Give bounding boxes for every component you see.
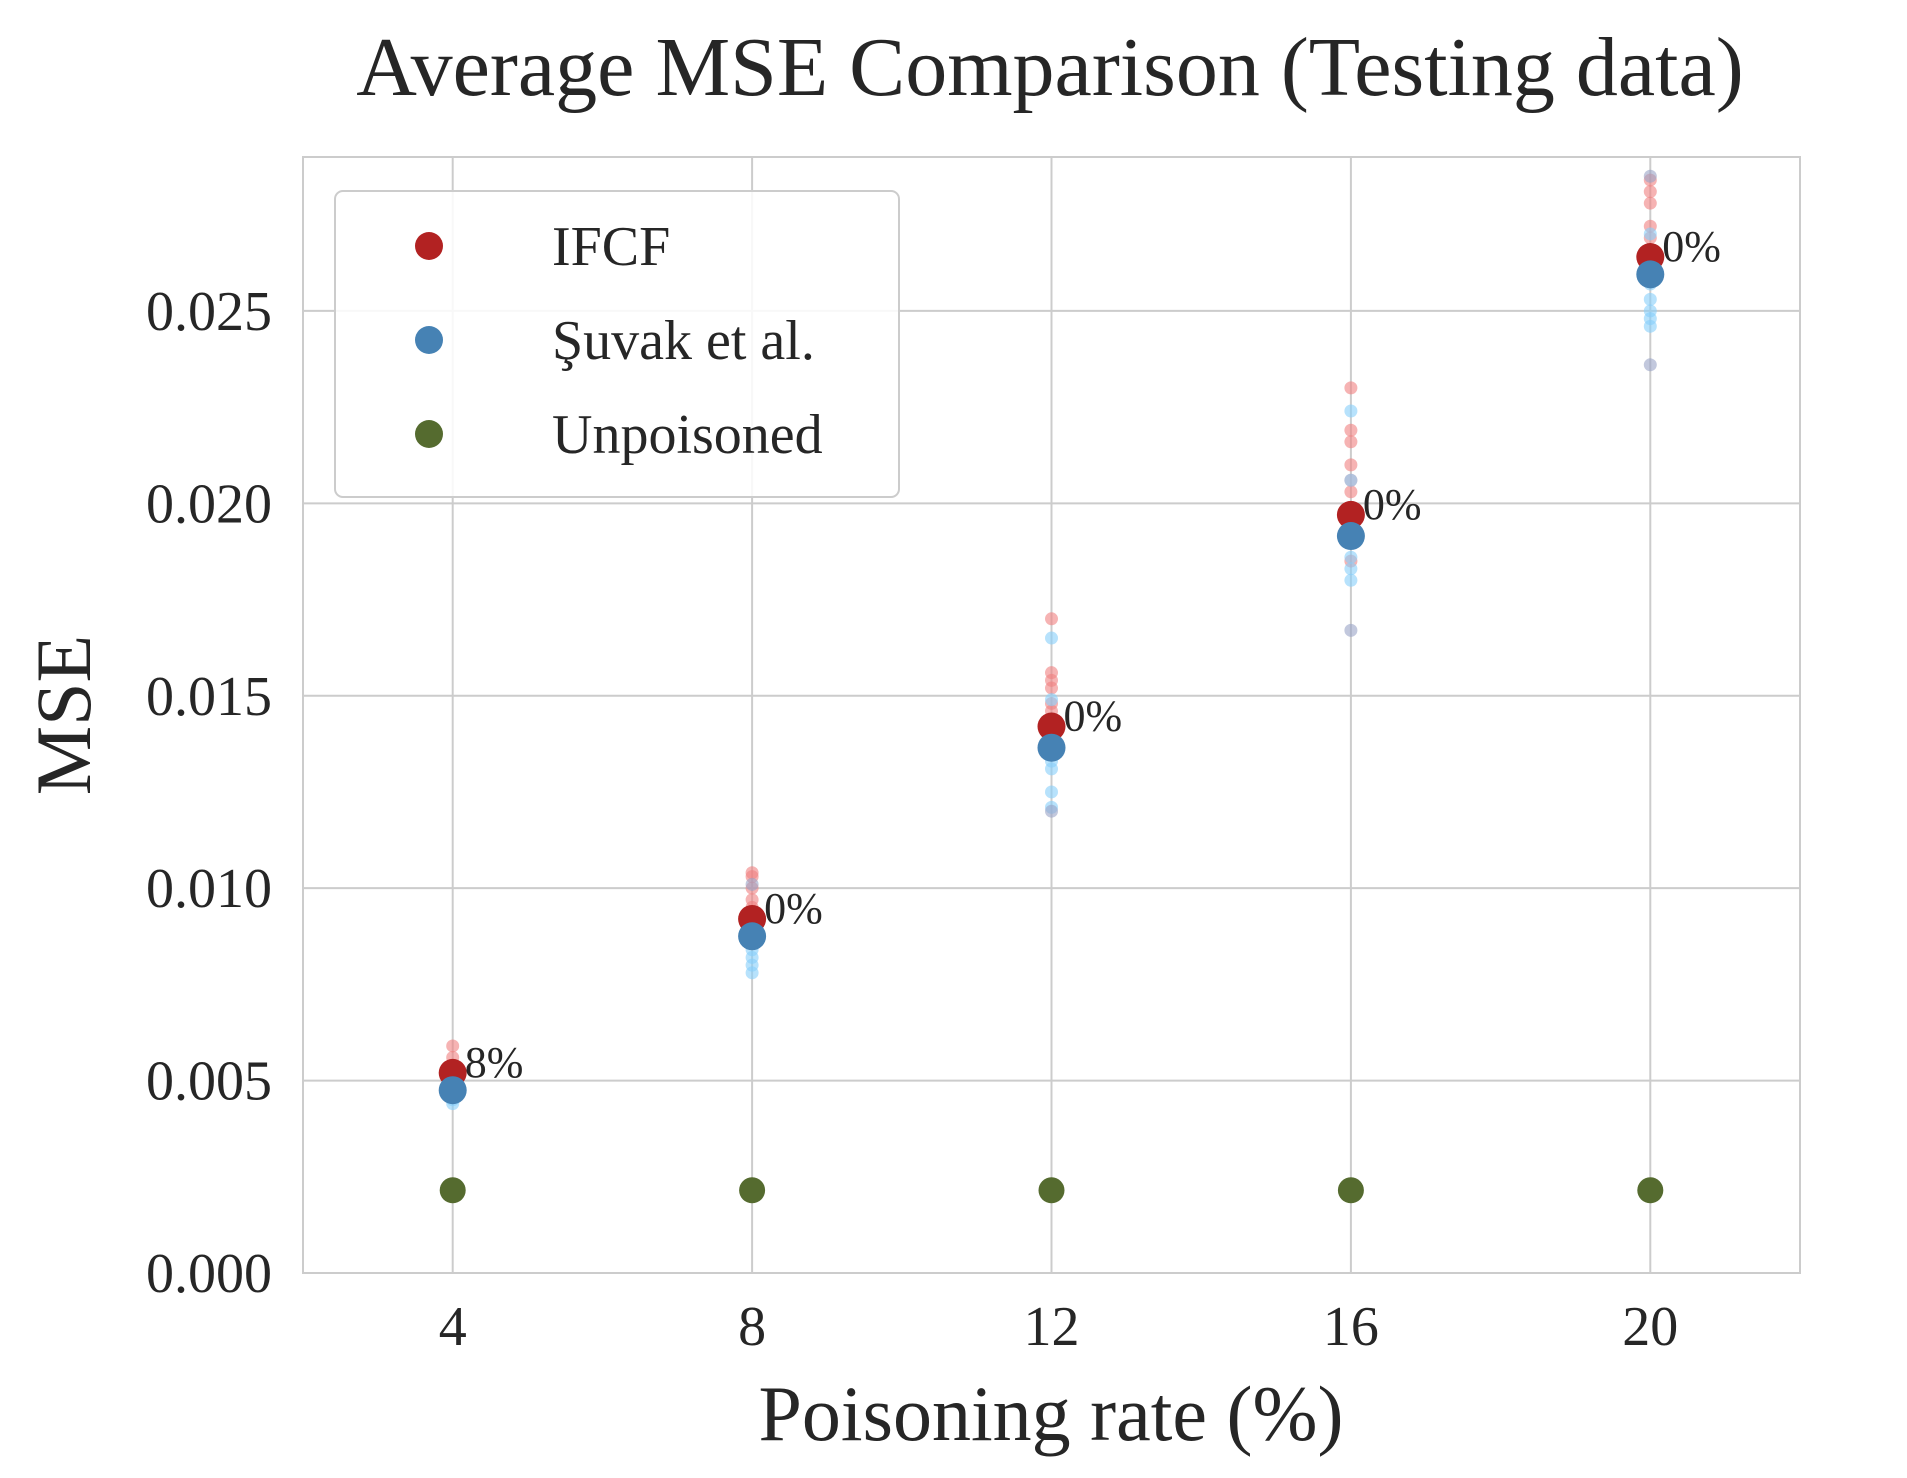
- uvak-et-al-point: [738, 922, 767, 951]
- run-point: [1045, 693, 1058, 707]
- point-annotation: 0%: [764, 884, 823, 933]
- point-annotations: 8% 0% 0% 0% 0%: [465, 222, 1721, 1087]
- plot-frame: [302, 156, 1801, 1274]
- run-point: [1045, 681, 1058, 695]
- legend-marker-ifcf: [415, 232, 443, 260]
- ifcf-point: [1037, 712, 1066, 741]
- x-tick-label: 20: [1622, 1296, 1678, 1358]
- run-point: [1344, 573, 1358, 587]
- unpoisoned-point: [739, 1177, 766, 1204]
- run-point: [1344, 623, 1358, 637]
- y-tick-label: 0.020: [146, 473, 272, 535]
- y-tick-labels: 0.000 0.005 0.010 0.015 0.020 0.025: [146, 281, 272, 1305]
- y-tick-label: 0.010: [146, 858, 272, 920]
- series-points: [438, 243, 1665, 1204]
- run-point: [745, 966, 759, 980]
- uvak-et-al-point: [1336, 522, 1365, 551]
- run-point: [1344, 550, 1358, 564]
- run-point: [446, 1039, 460, 1053]
- legend-label-uvak-et-al: Şuvak et al.: [552, 310, 815, 372]
- run-point: [1344, 423, 1358, 437]
- run-point: [1344, 458, 1358, 472]
- legend-marker-uvak-et-al: [415, 326, 443, 354]
- x-tick-label: 4: [439, 1296, 467, 1358]
- point-annotation: 0%: [1064, 692, 1123, 741]
- y-tick-label: 0.000: [146, 1243, 272, 1305]
- run-point: [1045, 804, 1058, 818]
- legend-marker-unpoisoned: [415, 420, 443, 448]
- chart-title: Average MSE Comparison (Testing data): [356, 21, 1744, 114]
- run-point: [1344, 404, 1358, 418]
- x-tick-label: 16: [1323, 1296, 1379, 1358]
- run-point: [745, 877, 759, 891]
- run-point: [1344, 435, 1358, 449]
- uvak-et-al-point: [438, 1076, 467, 1105]
- x-tick-label: 8: [738, 1296, 766, 1358]
- point-annotation: 8%: [465, 1038, 524, 1087]
- unpoisoned-point: [1337, 1177, 1364, 1204]
- unpoisoned-point: [439, 1177, 466, 1204]
- run-point: [1643, 185, 1657, 199]
- run-point: [1643, 292, 1657, 306]
- run-point: [1344, 381, 1358, 395]
- x-tick-labels: 4 8 12 16 20: [439, 1296, 1679, 1358]
- legend-box: [334, 190, 900, 498]
- y-tick-label: 0.025: [146, 281, 272, 343]
- point-annotation: 0%: [1363, 480, 1422, 529]
- run-point: [1045, 785, 1058, 799]
- x-tick-label: 12: [1024, 1296, 1080, 1358]
- run-point: [1643, 196, 1657, 210]
- run-point: [1045, 612, 1058, 626]
- y-axis-label: MSE: [20, 635, 107, 795]
- uvak-et-al-point: [1636, 260, 1665, 289]
- run-point: [1045, 762, 1058, 776]
- legend: IFCF Şuvak et al. Unpoisoned: [334, 190, 900, 498]
- uvak-et-al-point: [1037, 733, 1066, 762]
- run-point: [1643, 169, 1657, 183]
- ifcf-point: [1336, 500, 1365, 529]
- run-point: [1643, 319, 1657, 333]
- run-point: [1045, 631, 1058, 645]
- y-tick-label: 0.015: [146, 666, 272, 728]
- legend-label-unpoisoned: Unpoisoned: [552, 404, 823, 466]
- run-point: [1643, 358, 1657, 372]
- run-point: [1344, 473, 1358, 487]
- run-point: [1643, 227, 1657, 241]
- y-tick-label: 0.005: [146, 1051, 272, 1113]
- unpoisoned-point: [1038, 1177, 1065, 1204]
- run-point: [1344, 562, 1358, 576]
- point-annotation: 0%: [1662, 222, 1721, 271]
- run-point: [1344, 485, 1358, 499]
- x-axis-label: Poisoning rate (%): [759, 1370, 1344, 1457]
- unpoisoned-point: [1637, 1177, 1664, 1204]
- legend-label-ifcf: IFCF: [552, 216, 670, 278]
